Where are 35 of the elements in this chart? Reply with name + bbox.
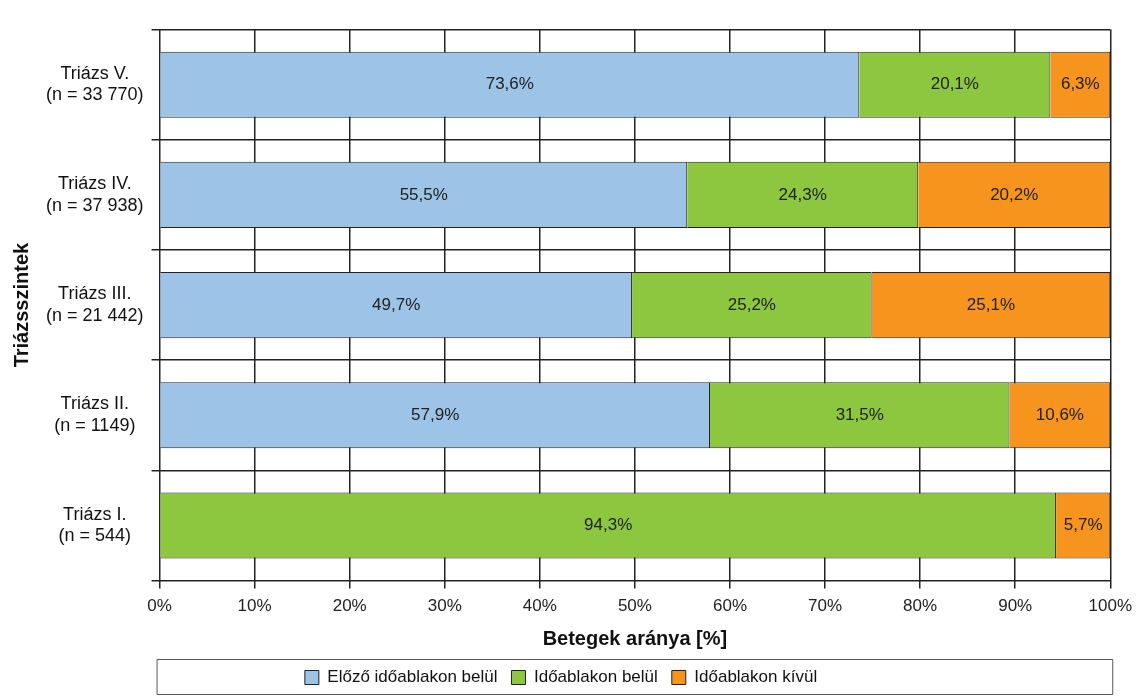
data-label: 5,7% xyxy=(1063,515,1103,535)
x-tick-label: 90% xyxy=(998,596,1033,616)
data-label: 20,2% xyxy=(990,184,1039,204)
x-tick-label: 40% xyxy=(522,596,557,616)
x-tick-label: 20% xyxy=(332,596,367,616)
x-tick-label: 60% xyxy=(712,596,747,616)
data-label: 57,9% xyxy=(411,404,460,424)
x-tick-label: 70% xyxy=(808,596,843,616)
data-label: 25,2% xyxy=(727,294,776,314)
data-label: 94,3% xyxy=(584,515,633,535)
x-tick-label: 30% xyxy=(427,596,462,616)
data-label: 73,6% xyxy=(485,74,534,94)
data-label: 31,5% xyxy=(835,404,884,424)
legend-label: Előző időablakon belül xyxy=(327,667,498,687)
data-label: 25,1% xyxy=(966,294,1016,314)
y-tick-label: Triázs II. (n = 1149) xyxy=(54,393,136,436)
data-label: 6,3% xyxy=(1060,74,1100,94)
data-label: 55,5% xyxy=(399,184,448,204)
x-tick-label: 80% xyxy=(903,596,938,616)
x-axis-title: Betegek aránya [%] xyxy=(542,626,728,649)
y-axis-title: Triázsszintek xyxy=(9,241,32,368)
data-label: 49,7% xyxy=(372,294,421,314)
legend-label: Időablakon kívül xyxy=(694,667,818,687)
data-label: 24,3% xyxy=(778,184,827,204)
x-tick-label: 100% xyxy=(1088,596,1132,616)
y-tick-label: Triázs III. (n = 21 442) xyxy=(45,283,144,325)
x-tick-label: 0% xyxy=(147,596,172,616)
legend-label: Időablakon belül xyxy=(533,667,658,687)
x-tick-label: 10% xyxy=(237,596,272,616)
data-label: 20,1% xyxy=(930,74,979,94)
y-tick-label: Triázs V. (n = 33 770) xyxy=(45,62,144,105)
y-tick-label: Triázs IV. (n = 37 938) xyxy=(45,173,144,215)
y-tick-label: Triázs I. (n = 544) xyxy=(58,503,132,546)
data-label: 10,6% xyxy=(1035,404,1084,424)
x-tick-label: 50% xyxy=(617,596,652,616)
